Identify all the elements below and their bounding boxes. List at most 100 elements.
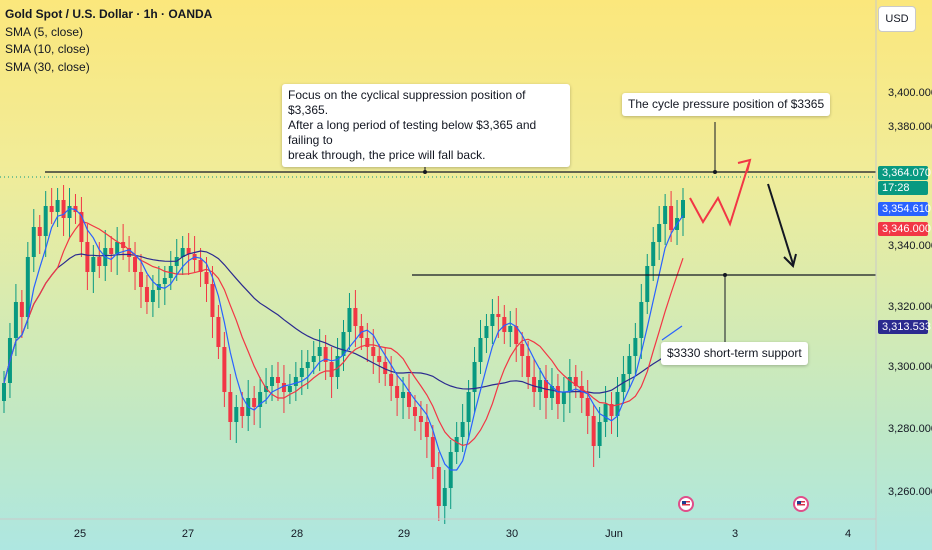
candle: [615, 392, 620, 416]
candle: [532, 377, 537, 392]
candle: [61, 200, 66, 218]
candle: [234, 407, 239, 422]
candle: [371, 347, 376, 356]
candle: [180, 248, 185, 257]
candle: [287, 386, 292, 392]
candle: [490, 314, 495, 326]
candle: [335, 356, 340, 377]
candle: [549, 386, 554, 398]
candle: [252, 398, 257, 407]
candle: [144, 287, 149, 302]
projection-up-arrowhead: [737, 158, 752, 173]
x-tick-label: 3: [731, 528, 739, 540]
candle: [293, 377, 298, 386]
candlestick-series: [2, 185, 685, 524]
candle: [430, 437, 435, 467]
candle: [138, 272, 143, 287]
candle: [597, 422, 602, 446]
candle: [67, 206, 72, 218]
legend-sma10[interactable]: SMA (10, close): [5, 42, 90, 56]
legend-sma30[interactable]: SMA (30, close): [5, 59, 90, 74]
candle: [97, 257, 102, 266]
candle: [109, 248, 114, 254]
candle: [639, 302, 644, 338]
candle: [520, 344, 525, 356]
candle: [436, 467, 441, 506]
candle: [633, 338, 638, 356]
candle: [13, 302, 18, 338]
us-flag-icon[interactable]: [678, 496, 694, 512]
candle: [43, 206, 48, 236]
candle: [573, 377, 578, 386]
y-tick-label: 3,340.000: [888, 240, 932, 252]
candle: [561, 392, 566, 404]
candle: [275, 377, 280, 383]
pressure-label-anchor: [713, 170, 717, 174]
candle: [496, 314, 501, 317]
candle: [472, 362, 477, 392]
candle: [395, 386, 400, 398]
candle: [258, 392, 263, 407]
candle: [585, 398, 590, 416]
candle: [508, 326, 513, 332]
x-tick-label: 27: [181, 528, 195, 540]
candle: [526, 356, 531, 377]
candle: [591, 416, 596, 446]
chart-legend: Gold Spot / U.S. Dollar · 1h · OANDA SMA…: [5, 6, 212, 76]
y-tick-label: 3,380.000: [888, 121, 932, 133]
sma5-price-tag: 3,354.610: [878, 202, 931, 216]
support-label-callout: $3330 short-term support: [661, 342, 808, 365]
candle: [389, 374, 394, 386]
candle: [91, 257, 96, 272]
candle: [2, 383, 6, 401]
candle: [133, 257, 138, 272]
currency-button[interactable]: USD: [878, 6, 916, 32]
x-tick-label: 28: [290, 528, 304, 540]
support-label-anchor: [723, 273, 727, 277]
candle: [204, 272, 209, 284]
sma5-line: [3, 207, 684, 471]
candle: [162, 278, 167, 284]
candle: [79, 212, 84, 242]
y-tick-label: 3,400.000: [888, 87, 932, 99]
x-tick-label: 29: [397, 528, 411, 540]
candle: [150, 290, 155, 302]
us-flag-icon[interactable]: [793, 496, 809, 512]
candle: [555, 386, 560, 404]
candle: [329, 362, 334, 377]
candle: [609, 404, 614, 416]
candle: [538, 380, 543, 392]
candle: [25, 257, 30, 317]
candle: [323, 347, 328, 362]
candle: [240, 407, 245, 416]
legend-sma5[interactable]: SMA (5, close): [5, 24, 84, 39]
candle: [186, 248, 191, 254]
candle: [228, 392, 233, 422]
candle: [663, 206, 668, 224]
candle: [407, 392, 412, 407]
candle: [645, 266, 650, 302]
candle: [210, 284, 215, 317]
candle: [341, 332, 346, 356]
candle: [567, 377, 572, 392]
last-price-tag: 3,364.070: [878, 166, 931, 180]
sma30-price-tag: 3,313.533: [878, 320, 931, 334]
projection-down-arrow: [767, 183, 794, 265]
candle: [484, 326, 489, 338]
candle: [49, 206, 54, 212]
x-tick-label: 30: [505, 528, 519, 540]
candle: [311, 356, 316, 362]
sma10-line: [3, 220, 684, 447]
candle: [127, 248, 132, 257]
projection-down-arrowhead: [783, 253, 797, 268]
candle: [412, 407, 417, 416]
pressure-label-callout: The cycle pressure position of $3365: [622, 93, 831, 116]
resistance-note-callout: Focus on the cyclical suppression positi…: [282, 84, 570, 167]
symbol-title[interactable]: Gold Spot / U.S. Dollar · 1h · OANDA: [5, 7, 213, 21]
sma30-projection-stub: [661, 325, 683, 341]
y-tick-label: 3,280.000: [888, 423, 932, 435]
y-tick-label: 3,320.000: [888, 301, 932, 313]
candle: [657, 224, 662, 242]
candle: [669, 206, 674, 230]
